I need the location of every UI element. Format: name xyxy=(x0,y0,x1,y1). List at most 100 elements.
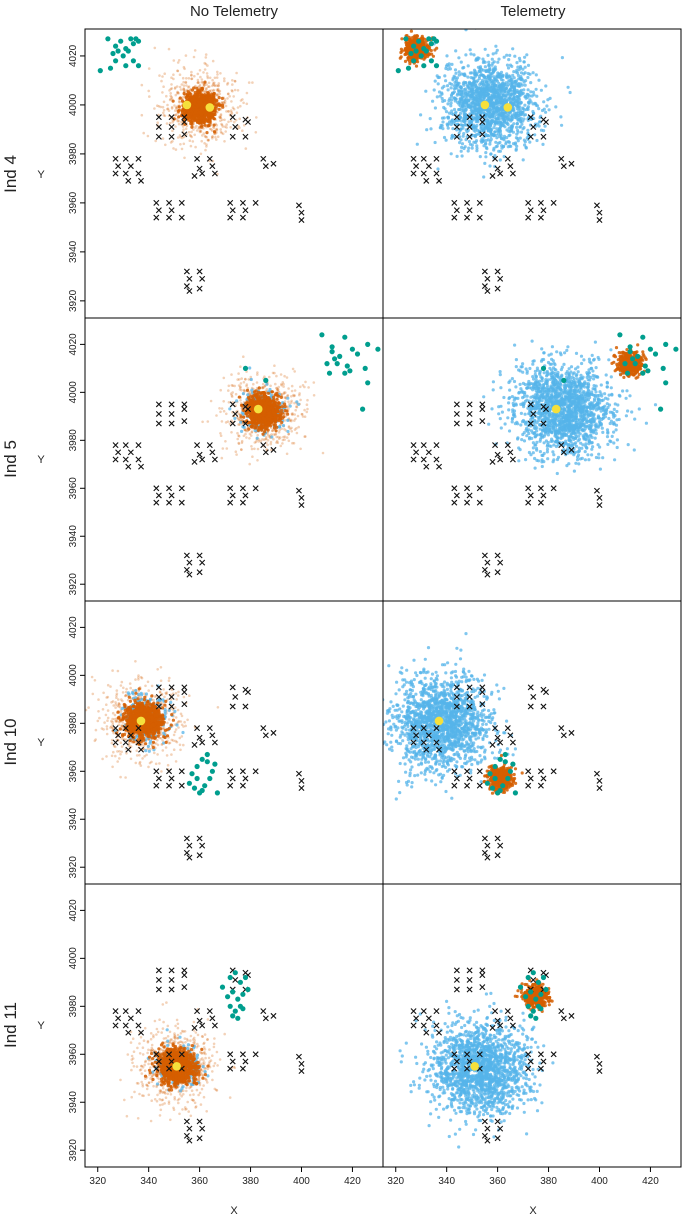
posterior-sample-orange xyxy=(406,43,410,48)
posterior-sample-orange xyxy=(410,36,414,40)
posterior-sample-orange xyxy=(213,103,217,107)
posterior-sample-orange xyxy=(303,385,306,389)
posterior-sample-orange xyxy=(220,123,224,127)
posterior-sample-blue xyxy=(519,88,523,92)
trap-marker xyxy=(122,155,129,162)
posterior-sample-orange xyxy=(237,434,240,437)
posterior-sample-orange xyxy=(273,364,276,368)
trap-marker xyxy=(196,285,203,292)
panel-ind-4-telemetry xyxy=(395,29,603,295)
posterior-sample-orange xyxy=(407,41,411,45)
posterior-sample-orange xyxy=(171,120,174,124)
posterior-sample-blue xyxy=(522,138,527,142)
posterior-sample-orange xyxy=(219,113,223,116)
posterior-sample-orange xyxy=(142,131,145,135)
posterior-sample-orange xyxy=(307,386,310,389)
trap-marker xyxy=(410,155,417,162)
trap-marker xyxy=(239,214,246,221)
posterior-sample-blue xyxy=(560,123,564,127)
posterior-sample-blue xyxy=(461,126,465,130)
posterior-sample-blue xyxy=(474,113,479,117)
posterior-sample-orange xyxy=(279,373,283,376)
posterior-sample-orange xyxy=(209,89,213,92)
trap-marker xyxy=(168,207,175,214)
posterior-sample-orange xyxy=(295,405,299,409)
posterior-sample-orange xyxy=(272,433,276,436)
posterior-sample-orange xyxy=(192,55,196,59)
posterior-sample-blue xyxy=(490,57,494,61)
posterior-sample-orange xyxy=(289,427,292,431)
posterior-sample-blue xyxy=(516,130,520,134)
posterior-sample-blue xyxy=(492,146,496,150)
posterior-sample-orange xyxy=(174,114,177,117)
posterior-sample-blue xyxy=(475,133,479,137)
posterior-sample-orange xyxy=(206,76,210,80)
posterior-sample-blue xyxy=(516,101,520,105)
posterior-sample-orange xyxy=(277,435,280,439)
trap-marker xyxy=(209,163,216,170)
posterior-sample-orange xyxy=(414,64,419,68)
posterior-sample-blue xyxy=(518,59,522,63)
posterior-sample-orange xyxy=(215,127,219,131)
posterior-sample-blue xyxy=(518,125,523,129)
posterior-sample-orange xyxy=(266,443,269,447)
posterior-sample-orange xyxy=(162,100,166,104)
posterior-sample-orange xyxy=(196,81,199,85)
posterior-sample-blue xyxy=(446,126,450,130)
posterior-sample-orange xyxy=(193,90,197,94)
posterior-sample-orange xyxy=(293,389,297,392)
posterior-sample-blue xyxy=(547,108,551,112)
posterior-sample-blue xyxy=(506,98,510,102)
posterior-sample-blue xyxy=(492,110,496,114)
posterior-sample-orange xyxy=(237,418,241,421)
posterior-sample-orange xyxy=(225,126,228,129)
posterior-sample-orange xyxy=(176,61,180,64)
posterior-sample-orange xyxy=(212,88,215,92)
posterior-sample-orange xyxy=(227,389,230,392)
posterior-sample-blue xyxy=(548,96,552,100)
posterior-sample-blue xyxy=(539,88,544,92)
posterior-sample-orange xyxy=(290,395,293,398)
posterior-sample-orange xyxy=(277,431,281,434)
trap-marker xyxy=(527,207,534,214)
trap-marker xyxy=(593,202,600,209)
posterior-sample-orange xyxy=(203,61,206,65)
trap-marker xyxy=(464,214,471,221)
posterior-sample-orange xyxy=(236,89,240,92)
posterior-sample-orange xyxy=(413,38,417,42)
posterior-sample-orange xyxy=(169,87,173,91)
posterior-sample-blue xyxy=(517,77,521,81)
posterior-sample-blue xyxy=(511,96,516,100)
posterior-sample-orange xyxy=(272,437,275,441)
posterior-sample-blue xyxy=(511,81,515,85)
posterior-sample-orange xyxy=(264,437,267,441)
posterior-sample-blue xyxy=(477,92,481,96)
posterior-sample-blue xyxy=(493,76,497,80)
y-axis-label-row-4: Y xyxy=(37,1020,45,1032)
posterior-sample-orange xyxy=(200,81,203,84)
posterior-sample-orange xyxy=(221,132,225,136)
posterior-sample-orange xyxy=(217,102,221,106)
posterior-sample-orange xyxy=(244,377,247,381)
posterior-sample-blue xyxy=(529,81,533,85)
posterior-sample-blue xyxy=(517,115,521,119)
posterior-sample-blue xyxy=(500,90,504,94)
posterior-sample-orange xyxy=(304,380,307,384)
posterior-sample-orange xyxy=(305,410,309,414)
posterior-sample-orange xyxy=(306,398,309,402)
posterior-sample-orange xyxy=(231,391,234,394)
posterior-sample-orange xyxy=(216,88,220,92)
posterior-sample-orange xyxy=(237,417,240,420)
posterior-sample-orange xyxy=(177,115,181,119)
posterior-sample-blue xyxy=(501,145,506,149)
posterior-sample-blue xyxy=(466,75,470,79)
posterior-sample-orange xyxy=(205,145,208,148)
posterior-sample-orange xyxy=(259,440,263,443)
posterior-sample-orange xyxy=(290,389,294,393)
posterior-sample-blue xyxy=(525,53,529,57)
posterior-sample-orange xyxy=(269,384,272,388)
posterior-sample-blue xyxy=(471,76,475,80)
posterior-sample-orange xyxy=(195,103,199,107)
posterior-sample-blue xyxy=(517,118,521,122)
posterior-sample-orange xyxy=(280,427,284,431)
